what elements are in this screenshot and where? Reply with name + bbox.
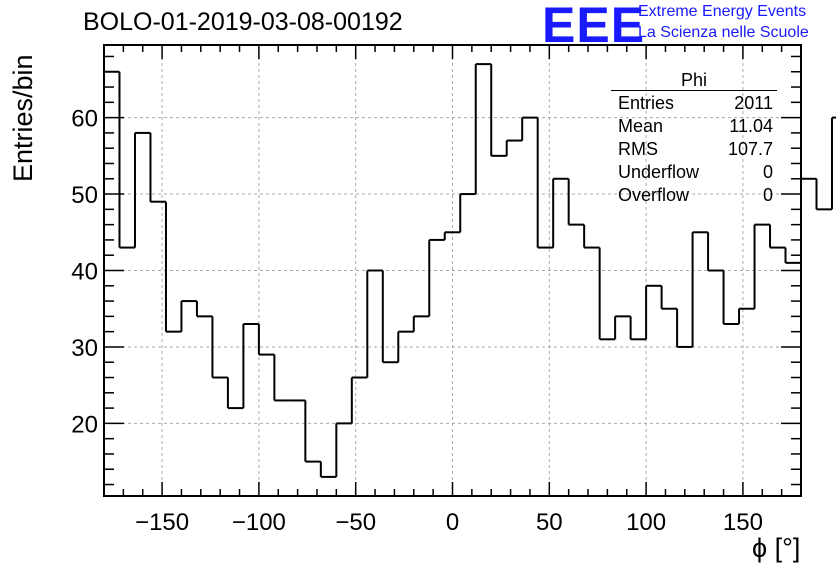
stat-value: 0	[762, 185, 773, 205]
stat-key: Mean	[618, 116, 664, 136]
tick-labels: −150 −100 −50 0 50 100 150 20 30 40 50 60	[71, 106, 763, 536]
y-axis-label: Entries/bin	[8, 54, 38, 182]
eee-logo: EEE	[542, 0, 646, 53]
stats-box: Phi Entries 2011 Mean 11.04 RMS 107.7 Un…	[611, 70, 777, 207]
stat-row-underflow: Underflow 0	[611, 161, 777, 184]
chart-title: BOLO-01-2019-03-08-00192	[83, 8, 403, 36]
stat-value: 11.04	[729, 116, 773, 136]
stats-divider	[611, 90, 777, 91]
x-tick-label: −150	[135, 509, 189, 536]
x-tick-label: 100	[626, 509, 666, 536]
stats-title: Phi	[680, 70, 707, 90]
stat-value: 0	[762, 162, 773, 182]
x-axis-label: ϕ [°]	[752, 533, 801, 563]
stat-row-mean: Mean 11.04	[611, 115, 777, 138]
stat-row-rms: RMS 107.7	[611, 138, 777, 161]
x-tick-label: −100	[232, 509, 286, 536]
x-tick-label: 50	[536, 509, 563, 536]
stat-row-entries: Entries 2011	[611, 92, 777, 115]
y-tick-label: 40	[71, 259, 98, 286]
y-tick-label: 30	[71, 335, 98, 362]
stat-key: Overflow	[618, 185, 690, 205]
y-tick-label: 20	[71, 411, 98, 438]
logo-line-1: Extreme Energy Events	[638, 3, 807, 20]
stat-key: RMS	[618, 139, 658, 159]
stat-key: Entries	[618, 93, 675, 113]
stat-row-overflow: Overflow 0	[611, 184, 777, 207]
grid-lines	[104, 45, 801, 496]
stat-value: 2011	[734, 93, 773, 113]
axes	[103, 44, 802, 497]
logo-line-2: La Scienza nelle Scuole	[638, 24, 809, 41]
stat-value: 107.7	[727, 139, 773, 159]
y-tick-label: 60	[71, 106, 98, 133]
y-tick-label: 50	[71, 182, 98, 209]
x-tick-label: 0	[446, 509, 459, 536]
stat-key: Underflow	[618, 162, 700, 182]
x-tick-label: 150	[723, 509, 763, 536]
histogram-series	[103, 63, 836, 496]
x-tick-label: −50	[335, 509, 376, 536]
